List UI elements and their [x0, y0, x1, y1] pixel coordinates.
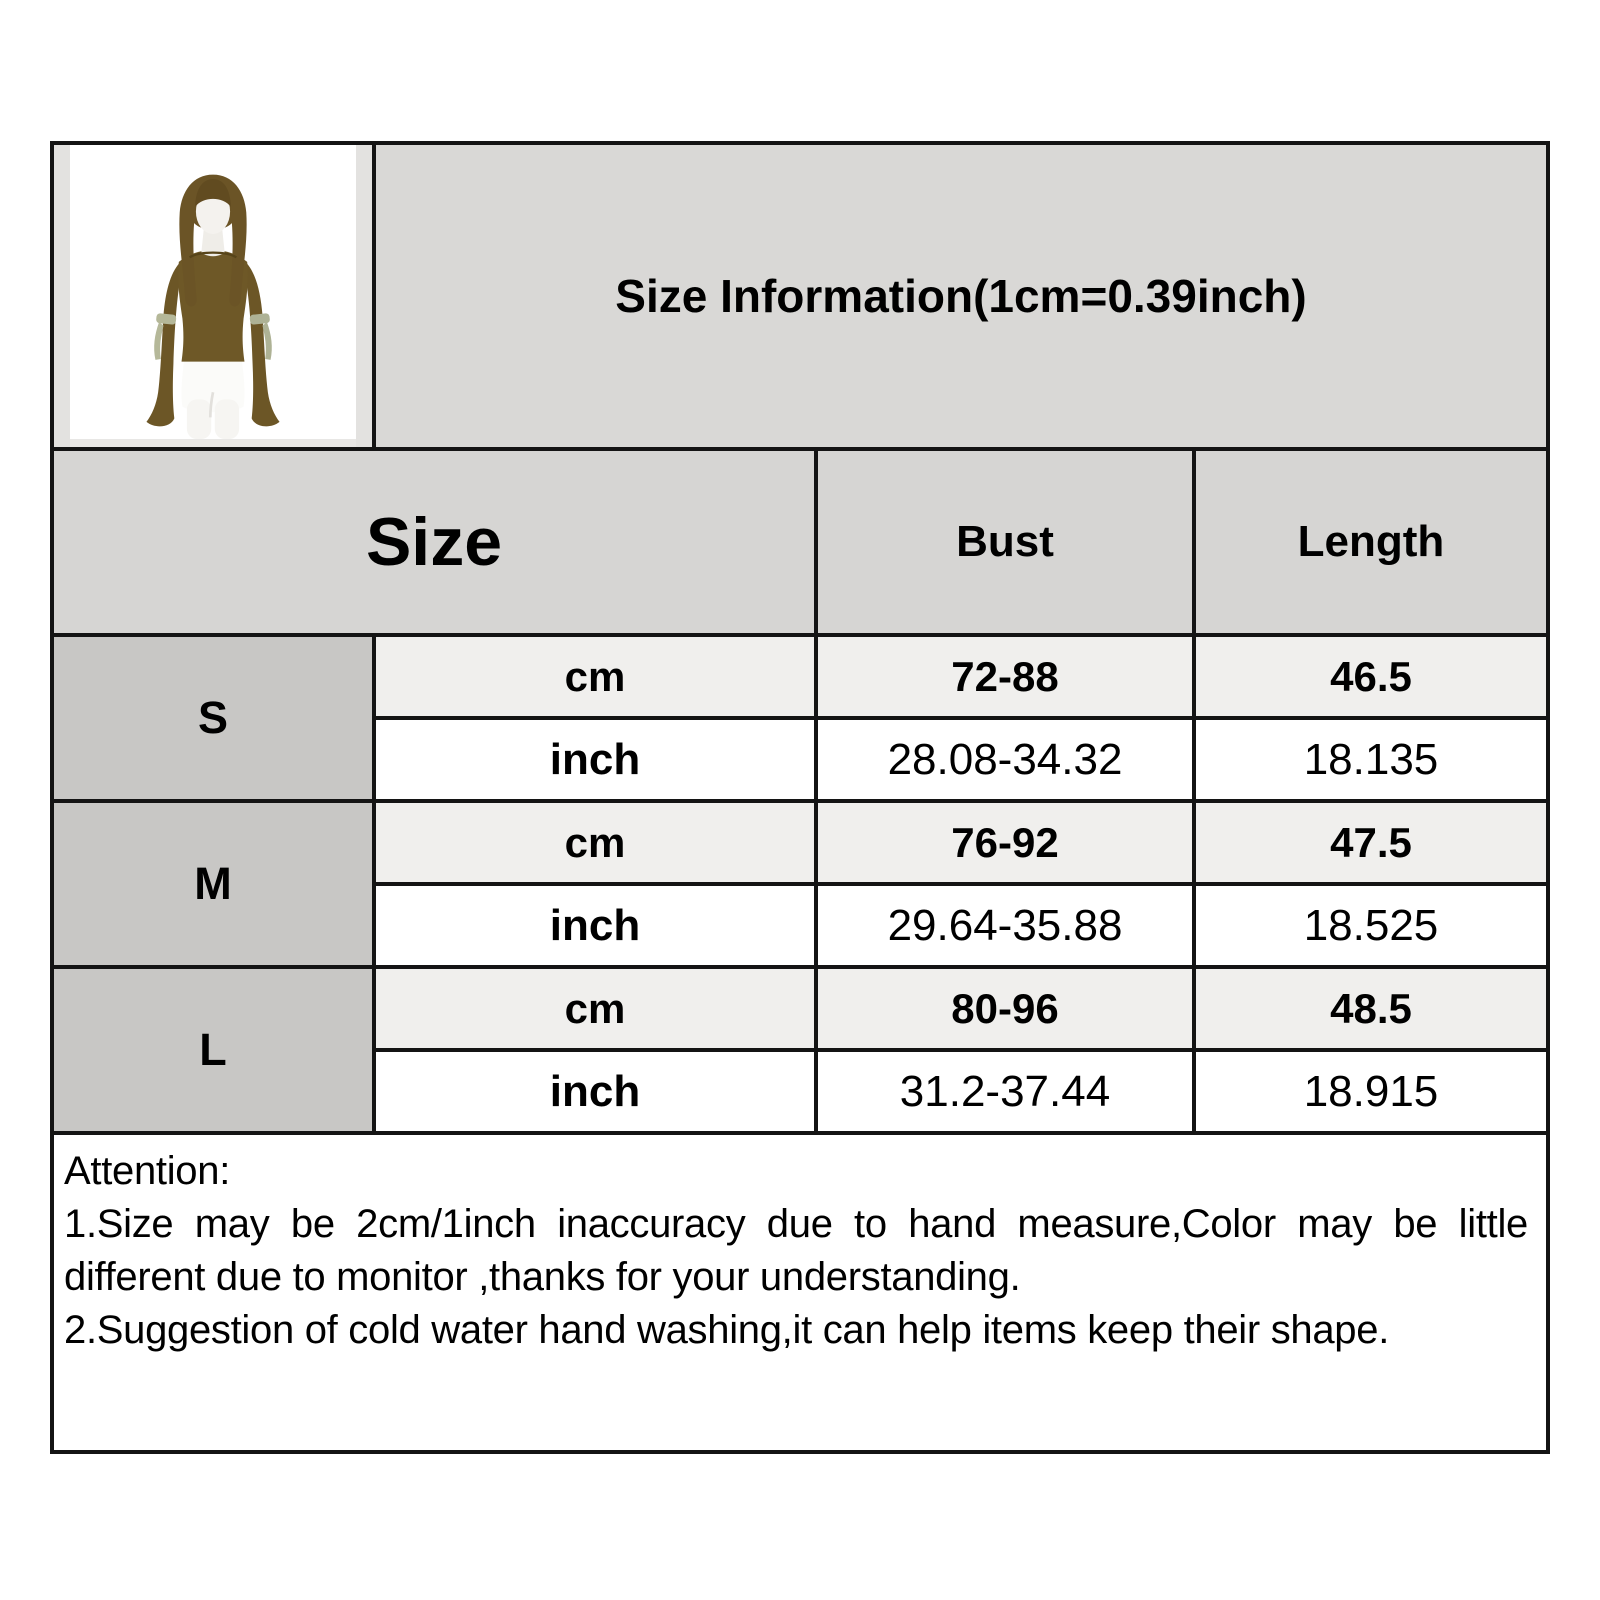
s-cm-unit: cm [376, 637, 814, 716]
column-header-size: Size [54, 451, 814, 633]
m-inch-bust: 29.64-35.88 [818, 886, 1192, 965]
m-inch-unit: inch [376, 886, 814, 965]
product-photo-cell [54, 145, 372, 447]
product-photo [70, 145, 356, 439]
size-label-l: L [54, 969, 372, 1131]
mannequin-brown-top-illustration [146, 174, 280, 439]
title-banner: Size Information(1cm=0.39inch) [376, 145, 1546, 447]
m-cm-unit: cm [376, 803, 814, 882]
l-cm-length: 48.5 [1196, 969, 1546, 1048]
size-label-s: S [54, 637, 372, 799]
size-chart: Size Information(1cm=0.39inch) Size Bust… [50, 141, 1550, 1454]
m-inch-length: 18.525 [1196, 886, 1546, 965]
l-inch-bust: 31.2-37.44 [818, 1052, 1192, 1131]
right-elbow-ribbon [249, 313, 272, 360]
s-cm-length: 46.5 [1196, 637, 1546, 716]
s-inch-bust: 28.08-34.32 [818, 720, 1192, 799]
size-label-m: M [54, 803, 372, 965]
m-cm-length: 47.5 [1196, 803, 1546, 882]
l-cm-unit: cm [376, 969, 814, 1048]
column-header-bust: Bust [818, 451, 1192, 633]
page-title: Size Information(1cm=0.39inch) [615, 270, 1307, 322]
column-header-length: Length [1196, 451, 1546, 633]
m-cm-bust: 76-92 [818, 803, 1192, 882]
attention-note: Attention: 1.Size may be 2cm/1inch inacc… [54, 1135, 1546, 1450]
attention-line-2: different due to monitor ,thanks for you… [64, 1255, 1021, 1299]
attention-title: Attention: [64, 1149, 231, 1193]
l-cm-bust: 80-96 [818, 969, 1192, 1048]
l-inch-length: 18.915 [1196, 1052, 1546, 1131]
s-inch-unit: inch [376, 720, 814, 799]
s-cm-bust: 72-88 [818, 637, 1192, 716]
attention-line-1: 1.Size may be 2cm/1inch inaccuracy due t… [64, 1202, 1528, 1246]
l-inch-unit: inch [376, 1052, 814, 1131]
attention-line-3: 2.Suggestion of cold water hand washing,… [64, 1308, 1390, 1352]
s-inch-length: 18.135 [1196, 720, 1546, 799]
left-elbow-ribbon [154, 313, 177, 360]
